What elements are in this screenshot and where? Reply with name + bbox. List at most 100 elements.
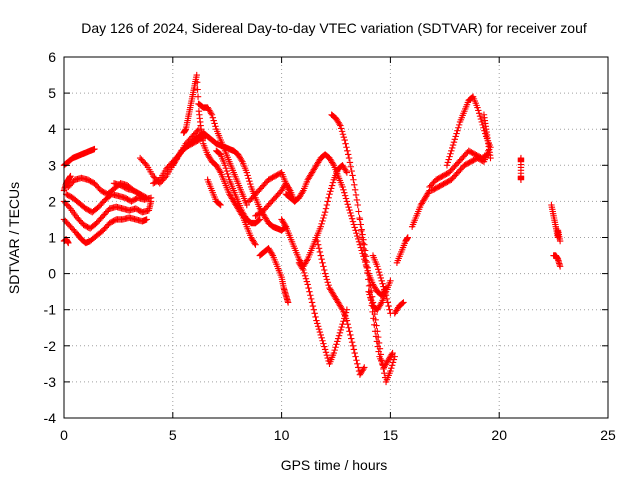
data-point (194, 86, 201, 93)
data-point (400, 299, 407, 306)
data-point (348, 335, 355, 342)
data-point (365, 270, 372, 277)
data-point (445, 156, 452, 163)
data-point (344, 320, 351, 328)
data-point (351, 181, 358, 188)
data-point (344, 147, 351, 155)
y-tick-label: 3 (48, 157, 56, 173)
series-arc14 (204, 176, 224, 209)
data-point (342, 140, 349, 147)
data-point (308, 299, 316, 306)
data-point (322, 273, 330, 280)
data-point (301, 272, 309, 279)
data-point (354, 360, 361, 368)
data-point (211, 120, 218, 127)
data-point (224, 170, 231, 178)
data-point (210, 117, 217, 124)
data-point (361, 364, 368, 371)
x-axis-label: GPS time / hours (281, 457, 388, 473)
data-point (343, 169, 351, 176)
data-point (556, 237, 564, 245)
data-point (304, 281, 311, 288)
data-point (375, 333, 382, 341)
data-point (340, 133, 348, 141)
data-point (338, 323, 345, 331)
x-tick-label: 5 (169, 427, 177, 443)
data-point (321, 211, 328, 219)
data-point (245, 175, 252, 182)
data-point (351, 224, 358, 231)
data-point (321, 343, 328, 350)
data-point (377, 351, 385, 358)
data-point (347, 163, 354, 170)
y-tick-label: -3 (44, 374, 57, 390)
data-point (367, 294, 374, 301)
data-point (143, 194, 150, 201)
data-point (135, 190, 143, 197)
chart-title: Day 126 of 2024, Sidereal Day-to-day VTE… (81, 20, 587, 36)
data-point (448, 147, 455, 155)
data-point (386, 306, 393, 313)
data-point (314, 320, 321, 327)
data-point (321, 266, 328, 274)
data-point (194, 93, 202, 100)
data-point (251, 240, 258, 247)
data-point (388, 362, 396, 369)
data-point (142, 160, 149, 168)
data-point (389, 349, 396, 357)
data-point (268, 250, 276, 258)
data-point (342, 167, 350, 175)
data-point (307, 292, 314, 299)
data-point (306, 288, 313, 295)
data-point (361, 241, 368, 248)
data-point (256, 216, 264, 223)
data-point (339, 131, 347, 138)
data-point (340, 186, 347, 194)
data-point (66, 203, 73, 211)
series-arc35 (548, 201, 564, 245)
data-point (328, 185, 335, 192)
data-point (337, 122, 344, 129)
data-point (443, 162, 451, 169)
data-point (217, 201, 224, 209)
series-arc28 (393, 234, 412, 266)
x-tick-label: 20 (491, 427, 507, 443)
data-point (454, 127, 461, 134)
data-point (352, 191, 360, 199)
data-point (474, 104, 481, 111)
data-point (208, 111, 216, 118)
data-point (319, 217, 326, 225)
data-point (452, 133, 459, 140)
data-point (339, 183, 346, 191)
data-point (343, 317, 351, 324)
data-point (357, 221, 365, 228)
data-point (387, 367, 394, 375)
data-point (255, 216, 263, 224)
data-point (365, 288, 372, 295)
data-point (307, 295, 315, 303)
data-point (354, 235, 362, 243)
data-point (303, 257, 311, 264)
data-point (243, 201, 250, 209)
data-point (357, 244, 365, 251)
data-point (375, 268, 383, 276)
data-point (223, 167, 230, 175)
y-tick-label: 0 (48, 266, 56, 282)
x-tick-label: 10 (274, 427, 290, 443)
data-point (329, 179, 337, 186)
data-point (309, 302, 317, 310)
data-point (345, 154, 353, 162)
data-point (367, 281, 374, 289)
series-arc31 (428, 147, 492, 194)
data-point (556, 263, 564, 270)
data-point (380, 283, 387, 290)
data-point (350, 346, 358, 353)
data-point (448, 144, 456, 152)
data-point (355, 238, 363, 246)
data-point (136, 190, 144, 198)
data-point (404, 234, 412, 241)
y-tick-label: 2 (48, 193, 56, 209)
data-point (343, 198, 351, 205)
data-point (321, 346, 329, 353)
series-arc29 (408, 187, 433, 230)
